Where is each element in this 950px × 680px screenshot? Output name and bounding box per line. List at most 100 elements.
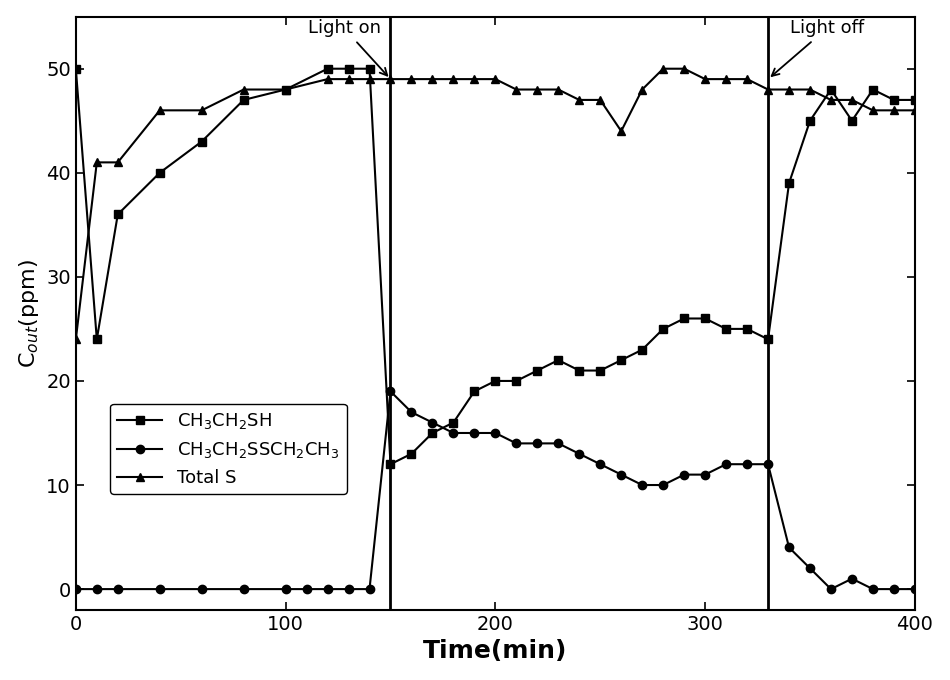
CH$_3$CH$_2$SH <box>70 65 82 73</box>
Total S <box>511 86 522 94</box>
CH$_3$CH$_2$SSCH$_2$CH$_3$ <box>427 418 438 426</box>
CH$_3$CH$_2$SH <box>280 86 292 94</box>
CH$_3$CH$_2$SH <box>447 418 459 426</box>
CH$_3$CH$_2$SSCH$_2$CH$_3$ <box>595 460 606 469</box>
Total S <box>532 86 543 94</box>
CH$_3$CH$_2$SH <box>784 179 795 187</box>
CH$_3$CH$_2$SSCH$_2$CH$_3$ <box>489 429 501 437</box>
CH$_3$CH$_2$SSCH$_2$CH$_3$ <box>574 449 585 458</box>
CH$_3$CH$_2$SH <box>406 449 417 458</box>
Total S <box>468 75 480 83</box>
CH$_3$CH$_2$SH <box>762 335 773 343</box>
CH$_3$CH$_2$SH <box>616 356 627 364</box>
Total S <box>762 86 773 94</box>
Line: Total S: Total S <box>71 65 919 343</box>
Total S <box>154 106 165 114</box>
CH$_3$CH$_2$SH <box>532 367 543 375</box>
CH$_3$CH$_2$SH <box>826 86 837 94</box>
Total S <box>238 86 249 94</box>
CH$_3$CH$_2$SH <box>741 325 752 333</box>
CH$_3$CH$_2$SH <box>196 137 207 146</box>
CH$_3$CH$_2$SSCH$_2$CH$_3$ <box>91 585 103 593</box>
CH$_3$CH$_2$SH <box>91 335 103 343</box>
CH$_3$CH$_2$SH <box>657 325 669 333</box>
CH$_3$CH$_2$SSCH$_2$CH$_3$ <box>699 471 711 479</box>
CH$_3$CH$_2$SSCH$_2$CH$_3$ <box>196 585 207 593</box>
Total S <box>364 75 375 83</box>
CH$_3$CH$_2$SSCH$_2$CH$_3$ <box>805 564 816 573</box>
Total S <box>280 86 292 94</box>
CH$_3$CH$_2$SSCH$_2$CH$_3$ <box>511 439 522 447</box>
Total S <box>322 75 333 83</box>
CH$_3$CH$_2$SSCH$_2$CH$_3$ <box>846 575 858 583</box>
Text: Light on: Light on <box>308 20 388 75</box>
CH$_3$CH$_2$SH <box>112 210 124 218</box>
Total S <box>805 86 816 94</box>
CH$_3$CH$_2$SSCH$_2$CH$_3$ <box>154 585 165 593</box>
CH$_3$CH$_2$SSCH$_2$CH$_3$ <box>301 585 313 593</box>
CH$_3$CH$_2$SSCH$_2$CH$_3$ <box>636 481 648 489</box>
CH$_3$CH$_2$SH <box>364 65 375 73</box>
Total S <box>867 106 879 114</box>
Line: CH$_3$CH$_2$SH: CH$_3$CH$_2$SH <box>71 65 919 469</box>
Total S <box>91 158 103 167</box>
Total S <box>595 96 606 104</box>
CH$_3$CH$_2$SSCH$_2$CH$_3$ <box>553 439 564 447</box>
Total S <box>826 96 837 104</box>
CH$_3$CH$_2$SH <box>867 86 879 94</box>
Total S <box>720 75 732 83</box>
CH$_3$CH$_2$SSCH$_2$CH$_3$ <box>909 585 921 593</box>
CH$_3$CH$_2$SH <box>846 117 858 125</box>
CH$_3$CH$_2$SSCH$_2$CH$_3$ <box>532 439 543 447</box>
CH$_3$CH$_2$SSCH$_2$CH$_3$ <box>238 585 249 593</box>
CH$_3$CH$_2$SSCH$_2$CH$_3$ <box>364 585 375 593</box>
CH$_3$CH$_2$SH <box>699 314 711 322</box>
Total S <box>112 158 124 167</box>
CH$_3$CH$_2$SH <box>720 325 732 333</box>
CH$_3$CH$_2$SH <box>574 367 585 375</box>
CH$_3$CH$_2$SH <box>511 377 522 385</box>
CH$_3$CH$_2$SSCH$_2$CH$_3$ <box>867 585 879 593</box>
Total S <box>699 75 711 83</box>
Total S <box>636 86 648 94</box>
Total S <box>784 86 795 94</box>
CH$_3$CH$_2$SH <box>427 429 438 437</box>
CH$_3$CH$_2$SSCH$_2$CH$_3$ <box>343 585 354 593</box>
CH$_3$CH$_2$SH <box>238 96 249 104</box>
CH$_3$CH$_2$SSCH$_2$CH$_3$ <box>741 460 752 469</box>
Legend: CH$_3$CH$_2$SH, CH$_3$CH$_2$SSCH$_2$CH$_3$, Total S: CH$_3$CH$_2$SH, CH$_3$CH$_2$SSCH$_2$CH$_… <box>110 404 347 494</box>
Total S <box>909 106 921 114</box>
Total S <box>70 335 82 343</box>
Y-axis label: C$_{out}$(ppm): C$_{out}$(ppm) <box>17 258 41 368</box>
Total S <box>447 75 459 83</box>
Total S <box>574 96 585 104</box>
CH$_3$CH$_2$SH <box>678 314 690 322</box>
X-axis label: Time(min): Time(min) <box>423 639 567 663</box>
CH$_3$CH$_2$SSCH$_2$CH$_3$ <box>70 585 82 593</box>
Total S <box>657 65 669 73</box>
Total S <box>741 75 752 83</box>
CH$_3$CH$_2$SH <box>322 65 333 73</box>
CH$_3$CH$_2$SSCH$_2$CH$_3$ <box>720 460 732 469</box>
CH$_3$CH$_2$SSCH$_2$CH$_3$ <box>468 429 480 437</box>
CH$_3$CH$_2$SH <box>888 96 900 104</box>
CH$_3$CH$_2$SSCH$_2$CH$_3$ <box>657 481 669 489</box>
Total S <box>489 75 501 83</box>
CH$_3$CH$_2$SH <box>343 65 354 73</box>
Total S <box>846 96 858 104</box>
Text: Light off: Light off <box>771 20 864 76</box>
Total S <box>343 75 354 83</box>
CH$_3$CH$_2$SSCH$_2$CH$_3$ <box>826 585 837 593</box>
Total S <box>427 75 438 83</box>
CH$_3$CH$_2$SH <box>805 117 816 125</box>
Total S <box>385 75 396 83</box>
CH$_3$CH$_2$SH <box>595 367 606 375</box>
CH$_3$CH$_2$SH <box>636 345 648 354</box>
CH$_3$CH$_2$SSCH$_2$CH$_3$ <box>112 585 124 593</box>
CH$_3$CH$_2$SH <box>154 169 165 177</box>
CH$_3$CH$_2$SSCH$_2$CH$_3$ <box>385 388 396 396</box>
Line: CH$_3$CH$_2$SSCH$_2$CH$_3$: CH$_3$CH$_2$SSCH$_2$CH$_3$ <box>71 387 919 593</box>
Total S <box>553 86 564 94</box>
CH$_3$CH$_2$SSCH$_2$CH$_3$ <box>888 585 900 593</box>
Total S <box>616 127 627 135</box>
